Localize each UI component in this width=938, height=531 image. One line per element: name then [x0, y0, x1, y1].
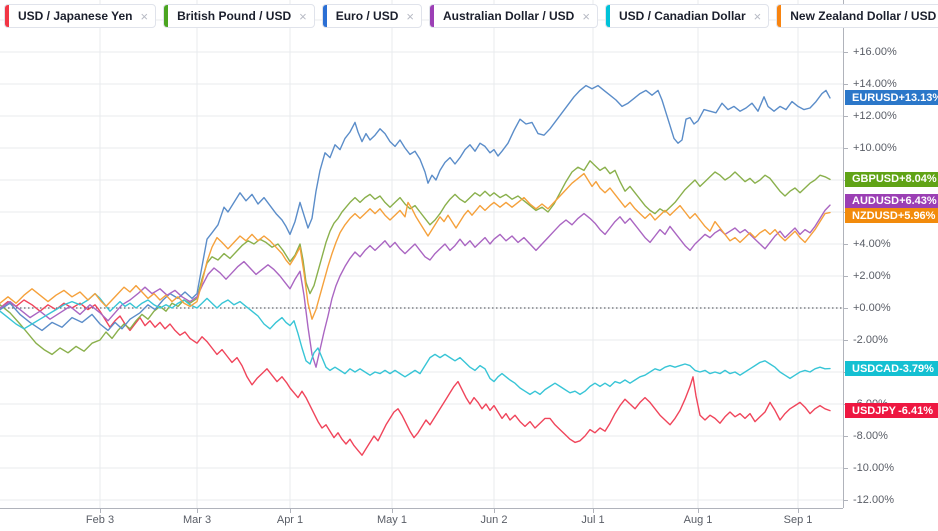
time-tick-label: Jun 2: [480, 514, 508, 526]
time-tick-label: Aug 1: [683, 514, 713, 526]
symbol-tab-usdjpy[interactable]: USD / Japanese Yen ×: [4, 4, 157, 28]
grid-vertical: [99, 0, 799, 508]
price-tick-mark: [844, 51, 848, 53]
close-icon[interactable]: ×: [299, 8, 307, 24]
price-label-value: +13.13%: [898, 91, 938, 104]
price-label-symbol: EURUSD: [852, 91, 899, 104]
price-label-symbol: NZDUSD: [852, 209, 898, 222]
price-label-gbpusd: GBPUSD +8.04%: [845, 171, 938, 187]
price-tick-label: -12.00%: [853, 494, 894, 506]
price-label-usdcad: USDCAD -3.79%: [845, 361, 938, 377]
price-tick-label: +0.00%: [853, 302, 891, 314]
price-tick-label: +14.00%: [853, 78, 897, 90]
symbol-tab-audusd[interactable]: Australian Dollar / USD ×: [428, 4, 598, 28]
price-label-symbol: USDCAD: [852, 362, 900, 375]
price-tick-mark: [844, 499, 848, 501]
series-line-usdcad[interactable]: [0, 292, 831, 396]
price-tick-mark: [844, 147, 848, 149]
price-tick-mark: [844, 83, 848, 85]
price-label-value: -6.41%: [898, 404, 933, 417]
time-tick-label: Feb 3: [85, 514, 115, 526]
chart-canvas[interactable]: [0, 0, 843, 508]
symbol-tabs-row: USD / Japanese Yen × British Pound / USD × E…: [4, 4, 938, 28]
symbol-tab-nzdusd[interactable]: New Zealand Dollar / USD×: [776, 4, 938, 28]
time-tick-mark: [493, 509, 495, 513]
price-tick-label: -10.00%: [853, 462, 894, 474]
price-tick-mark: [844, 467, 848, 469]
symbol-color-bar: [605, 5, 610, 27]
price-label-symbol: AUDUSD: [852, 195, 900, 208]
symbol-color-bar: [777, 5, 782, 27]
symbol-tab-label: Australian Dollar / USD: [442, 9, 575, 23]
price-tick-mark: [844, 435, 848, 437]
symbol-tab-label: British Pound / USD: [177, 9, 292, 23]
price-label-usdjpy: USDJPY -6.41%: [845, 403, 938, 419]
price-label-value: +6.43%: [899, 195, 937, 208]
symbol-tab-label: New Zealand Dollar / USD: [790, 9, 937, 23]
symbol-tab-gbpusd[interactable]: British Pound / USD ×: [163, 4, 315, 28]
symbol-color-bar: [429, 5, 434, 27]
series-line-usdjpy[interactable]: [0, 299, 831, 456]
chart-plot-area[interactable]: USD / Japanese Yen × British Pound / USD × E…: [0, 0, 938, 508]
price-label-value: +8.04%: [899, 173, 937, 186]
price-tick-label: -8.00%: [853, 430, 888, 442]
series-line-nzdusd[interactable]: [0, 172, 831, 320]
symbol-tab-label: USD / Canadian Dollar: [618, 9, 746, 23]
price-axis[interactable]: +18.00%+16.00%+14.00%+12.00%+10.00%+8.00…: [843, 0, 938, 508]
price-tick-label: +12.00%: [853, 110, 897, 122]
time-tick-mark: [289, 509, 291, 513]
symbol-tab-label: Euro / USD: [335, 9, 399, 23]
price-label-nzdusd: NZDUSD +5.96%: [845, 208, 938, 224]
time-tick-mark: [797, 509, 799, 513]
symbol-color-bar: [322, 5, 327, 27]
price-label-symbol: USDJPY: [852, 404, 897, 417]
symbol-tab-eurusd[interactable]: Euro / USD ×: [321, 4, 422, 28]
symbol-color-bar: [164, 5, 169, 27]
time-tick-label: Mar 3: [182, 514, 212, 526]
price-label-audusd: AUDUSD +6.43%: [845, 193, 938, 209]
price-tick-label: +10.00%: [853, 142, 897, 154]
price-tick-label: +2.00%: [853, 270, 891, 282]
series-line-audusd[interactable]: [0, 204, 831, 368]
price-tick-label: +16.00%: [853, 46, 897, 58]
close-icon[interactable]: ×: [406, 8, 414, 24]
series-line-gbpusd[interactable]: [0, 160, 831, 356]
price-label-value: +5.96%: [897, 209, 936, 222]
price-tick-mark: [844, 115, 848, 117]
time-tick-label: Apr 1: [276, 514, 304, 526]
time-tick-mark: [592, 509, 594, 513]
symbol-tab-label: USD / Japanese Yen: [18, 9, 133, 23]
close-icon[interactable]: ×: [582, 8, 590, 24]
price-tick-mark: [844, 307, 848, 309]
time-tick-mark: [196, 509, 198, 513]
close-icon[interactable]: ×: [753, 8, 762, 24]
price-label-value: -3.79%: [899, 362, 934, 375]
price-label-eurusd: EURUSD +13.13%: [845, 90, 938, 106]
time-axis[interactable]: Feb 3 Mar 3 Apr 1 May 1 Jun 2 Jul 1 Aug 1 Sep 1: [0, 508, 843, 531]
symbol-color-bar: [5, 5, 9, 27]
time-tick-mark: [391, 509, 393, 513]
time-tick-label: Sep 1: [783, 514, 813, 526]
grid-horizontal: [0, 19, 843, 501]
symbol-tab-usdcad[interactable]: USD / Canadian Dollar ×: [604, 4, 770, 28]
price-tick-label: +4.00%: [853, 238, 891, 250]
price-tick-label: -2.00%: [853, 334, 888, 346]
time-tick-label: May 1: [377, 514, 407, 526]
close-icon[interactable]: ×: [140, 8, 149, 24]
price-tick-mark: [844, 339, 848, 341]
price-tick-mark: [844, 243, 848, 245]
series-line-eurusd[interactable]: [0, 84, 831, 332]
time-tick-mark: [99, 509, 101, 513]
time-tick-mark: [697, 509, 699, 513]
time-tick-label: Jul 1: [581, 514, 605, 526]
price-tick-mark: [844, 275, 848, 277]
price-label-symbol: GBPUSD: [852, 173, 900, 186]
